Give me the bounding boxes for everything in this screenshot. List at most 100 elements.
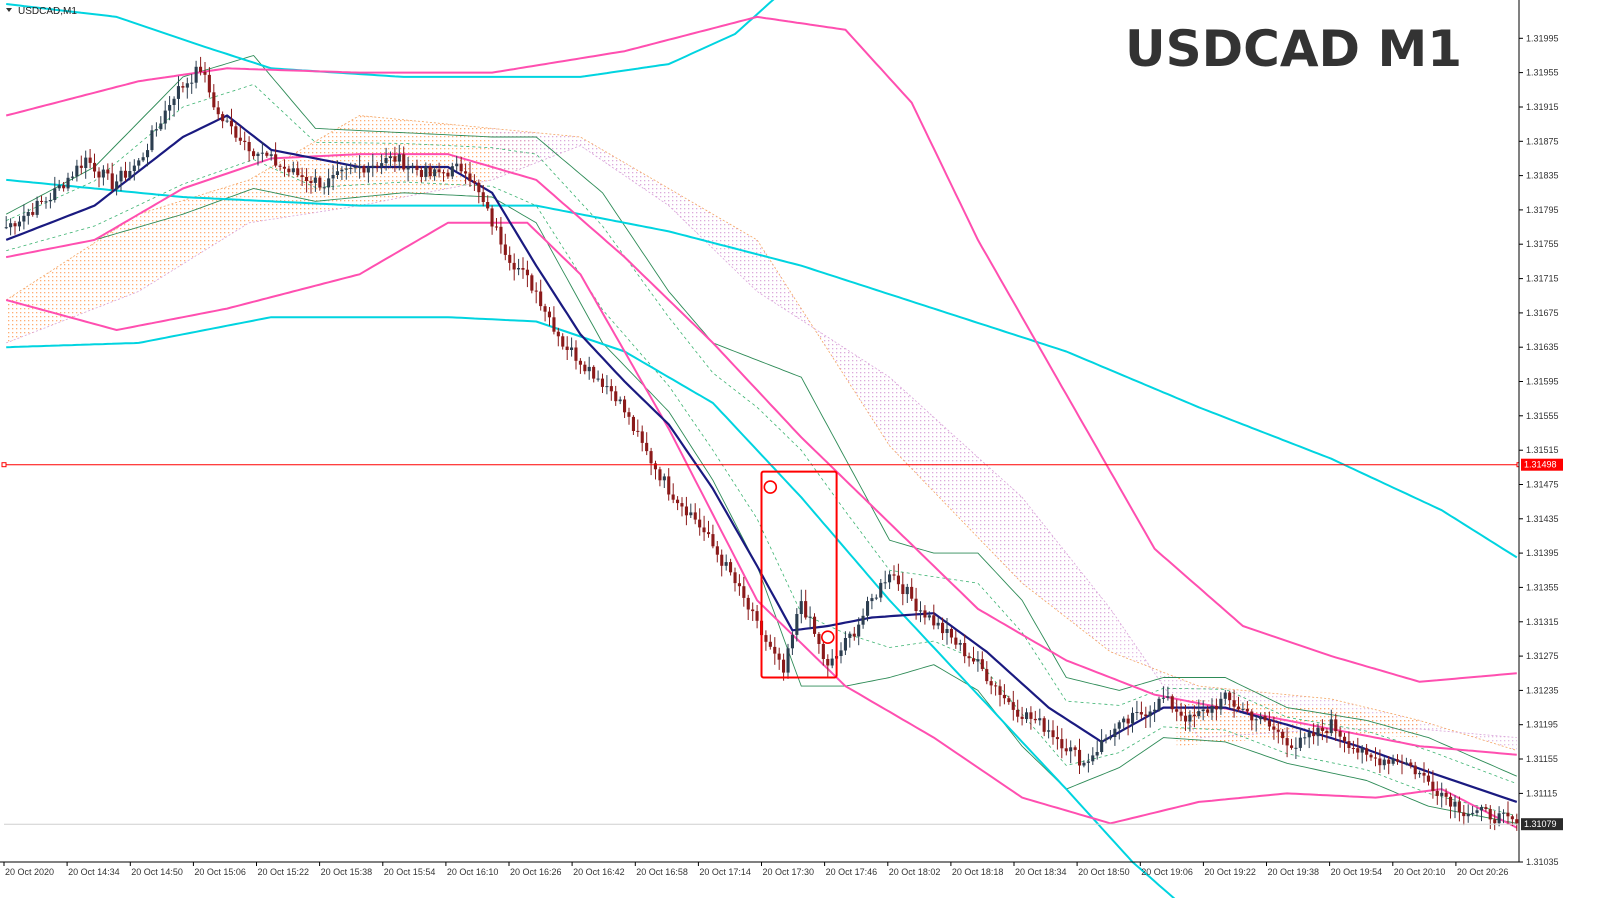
- price-tick-label: 1.31355: [1526, 582, 1559, 592]
- candle-body: [1426, 775, 1430, 782]
- price-tick-label: 1.31915: [1526, 102, 1559, 112]
- candle-body: [742, 586, 746, 598]
- candle-body: [1281, 731, 1285, 739]
- time-tick-label: 20 Oct 17:30: [763, 867, 815, 877]
- candle-body: [366, 167, 370, 173]
- candle-body: [1497, 813, 1501, 824]
- candle-body: [1166, 696, 1170, 698]
- candle-body: [786, 648, 790, 673]
- candle-body: [521, 268, 525, 270]
- time-tick-label: 20 Oct 15:38: [321, 867, 373, 877]
- candle-body: [1373, 757, 1377, 759]
- candle-body: [874, 597, 878, 599]
- candle-body: [1471, 812, 1475, 814]
- candle-body: [1316, 727, 1320, 737]
- time-tick-label: 20 Oct 14:34: [68, 867, 120, 877]
- candle-body: [269, 154, 273, 156]
- highlight-box: [760, 470, 838, 679]
- candle-body: [808, 616, 812, 618]
- candle-body: [26, 212, 30, 216]
- price-tick-label: 1.31715: [1526, 274, 1559, 284]
- candle-body: [614, 391, 618, 402]
- candle-body: [1285, 738, 1289, 746]
- candle-body: [848, 633, 852, 638]
- candle-body: [1276, 729, 1280, 732]
- candle-body: [141, 157, 145, 161]
- candle-body: [44, 201, 48, 203]
- candle-body: [1086, 761, 1090, 763]
- cyan-lower-line: [6, 316, 1178, 902]
- time-tick-label: 20 Oct 15:06: [194, 867, 246, 877]
- candle-body: [896, 575, 900, 585]
- candle-body: [684, 506, 688, 516]
- candle-body: [1228, 692, 1232, 701]
- candle-body: [843, 638, 847, 651]
- candle-body: [88, 157, 92, 163]
- candle-body: [649, 451, 653, 464]
- candle-body: [1170, 696, 1174, 710]
- candle-body: [309, 181, 313, 183]
- candle-body: [1237, 706, 1241, 710]
- time-tick-label: 20 Oct 18:50: [1078, 867, 1130, 877]
- kumo-bull-left: [6, 115, 537, 343]
- signal-marker: [820, 630, 835, 645]
- candle-body: [1095, 752, 1099, 756]
- bollinger-inner-lower-line: [6, 159, 1517, 817]
- candle-body: [225, 120, 229, 122]
- candle-body: [22, 215, 26, 222]
- horizontal-line-price-label: 1.31498: [1524, 460, 1557, 470]
- candle-body: [676, 499, 680, 504]
- candle-body: [335, 171, 339, 175]
- candle-body: [1343, 736, 1347, 742]
- candle-body: [1139, 712, 1143, 715]
- time-tick-label: 20 Oct 19:06: [1141, 867, 1193, 877]
- time-tick-label: 20 Oct 20:26: [1457, 867, 1509, 877]
- candle-body: [1387, 759, 1391, 764]
- candle-body: [207, 74, 211, 93]
- candle-body: [923, 610, 927, 618]
- candle-body: [1055, 737, 1059, 740]
- candle-body: [967, 656, 971, 659]
- candle-body: [1188, 714, 1192, 722]
- candle-body: [1254, 719, 1258, 721]
- candle-body: [1091, 755, 1095, 762]
- candle-body: [119, 170, 123, 182]
- candle-body: [274, 154, 278, 166]
- candle-body: [110, 173, 114, 190]
- candle-body: [1272, 726, 1276, 730]
- candle-body: [733, 572, 737, 584]
- candle-body: [185, 83, 189, 88]
- candle-body: [1382, 759, 1386, 766]
- price-tick-label: 1.31475: [1526, 480, 1559, 490]
- chevron-down-icon[interactable]: [6, 8, 12, 12]
- candle-body: [48, 200, 52, 202]
- candle-body: [773, 646, 777, 654]
- candle-body: [1365, 748, 1369, 755]
- candle-body: [1042, 718, 1046, 732]
- current-price-label: 1.31079: [1524, 819, 1557, 829]
- candle-body: [782, 659, 786, 673]
- candle-body: [592, 366, 596, 379]
- candle-body: [813, 616, 817, 634]
- candle-body: [866, 601, 870, 616]
- candle-body: [543, 306, 547, 312]
- candle-body: [949, 629, 953, 638]
- candle-body: [1078, 749, 1082, 766]
- candle-body: [358, 166, 362, 168]
- candle-body: [353, 167, 357, 169]
- candle-body: [751, 609, 755, 612]
- magenta-upper-line: [5, 15, 1517, 683]
- time-tick-label: 20 Oct 18:34: [1015, 867, 1067, 877]
- horizontal-line-handle-left: [1, 462, 7, 468]
- price-axis: 1.31995 1.31955 1.31915 1.31875 1.31835 1.317…: [1518, 0, 1597, 898]
- price-tick-label: 1.31595: [1526, 377, 1559, 387]
- candle-body: [181, 86, 185, 88]
- candle-body: [954, 637, 958, 645]
- candle-body: [468, 173, 472, 181]
- candle-body: [287, 168, 291, 173]
- candle-body: [1320, 727, 1324, 731]
- candle-body: [1144, 714, 1148, 717]
